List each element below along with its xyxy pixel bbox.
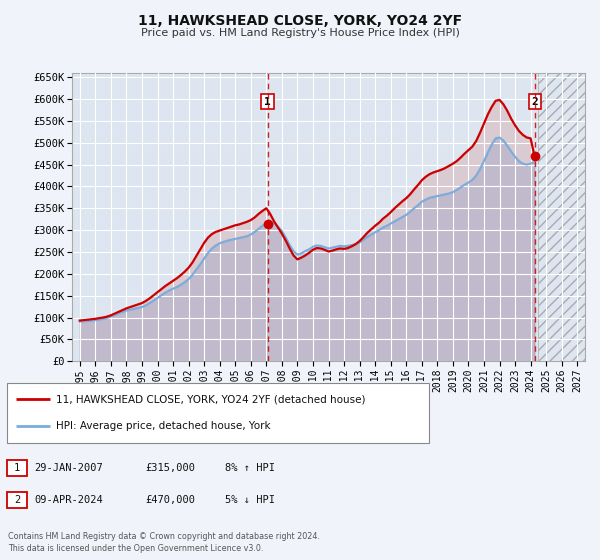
Text: 2: 2 [532,97,538,106]
FancyBboxPatch shape [7,460,27,476]
Text: £315,000: £315,000 [145,463,195,473]
Text: 1: 1 [264,97,271,106]
Text: 5% ↓ HPI: 5% ↓ HPI [225,495,275,505]
Bar [538,73,585,361]
FancyBboxPatch shape [7,492,27,508]
Text: 11, HAWKSHEAD CLOSE, YORK, YO24 2YF (detached house): 11, HAWKSHEAD CLOSE, YORK, YO24 2YF (det… [56,394,365,404]
Text: 09-APR-2024: 09-APR-2024 [34,495,103,505]
Text: 29-JAN-2007: 29-JAN-2007 [34,463,103,473]
Text: HPI: Average price, detached house, York: HPI: Average price, detached house, York [56,421,271,431]
Text: 2: 2 [14,495,20,505]
Text: £470,000: £470,000 [145,495,195,505]
Text: 8% ↑ HPI: 8% ↑ HPI [225,463,275,473]
Text: Contains HM Land Registry data © Crown copyright and database right 2024.
This d: Contains HM Land Registry data © Crown c… [8,532,320,553]
Text: 1: 1 [14,463,20,473]
Text: 11, HAWKSHEAD CLOSE, YORK, YO24 2YF: 11, HAWKSHEAD CLOSE, YORK, YO24 2YF [138,14,462,28]
Text: Price paid vs. HM Land Registry's House Price Index (HPI): Price paid vs. HM Land Registry's House … [140,28,460,38]
Bar [538,73,585,361]
FancyBboxPatch shape [7,382,429,443]
